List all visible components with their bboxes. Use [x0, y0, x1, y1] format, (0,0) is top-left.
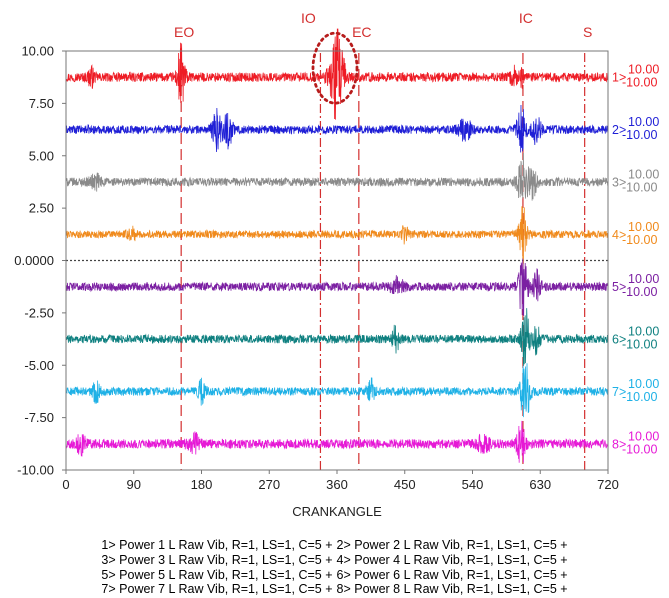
channel-scale-min-6: -10.00: [622, 338, 657, 352]
y-tick-label: 10.00: [21, 44, 54, 59]
legend-entry-6: 6> Power 6 L Raw Vib, R=1, LS=1, C=5 +: [336, 567, 568, 582]
event-label-ic: IC: [519, 10, 533, 26]
channel-scale-max-7: 10.00: [628, 377, 659, 391]
chart: 10.00 7.50 5.00 2.50 0.0000 -2.50 -5.00 -7.50 -1…: [14, 10, 659, 519]
x-tick-label: 450: [394, 477, 416, 492]
y-tick-label: -7.50: [24, 410, 54, 425]
channel-label-8: 8>: [612, 437, 626, 451]
x-tick-label: 180: [191, 477, 213, 492]
legend: 1> Power 1 L Raw Vib, R=1, LS=1, C=5 + 2…: [0, 538, 669, 597]
channel-scale-min-7: -10.00: [622, 390, 657, 404]
legend-entry-4: 4> Power 4 L Raw Vib, R=1, LS=1, C=5 +: [336, 552, 568, 567]
x-tick-label: 540: [462, 477, 484, 492]
legend-entry-8: 8> Power 8 L Raw Vib, R=1, LS=1, C=5 +: [336, 582, 568, 597]
trace-6: [65, 308, 609, 367]
trace-7: [65, 363, 609, 418]
legend-row: 5> Power 5 L Raw Vib, R=1, LS=1, C=5 + 6…: [0, 568, 669, 583]
channel-scale-max-5: 10.00: [628, 272, 659, 286]
x-tick-label: 270: [258, 477, 280, 492]
trace-5: [65, 258, 609, 316]
trace-2: [65, 105, 609, 153]
channel-scale-min-5: -10.00: [622, 285, 657, 299]
x-tick-label: 0: [62, 477, 69, 492]
event-label-eo: EO: [174, 24, 194, 40]
highlight-ellipse: [311, 31, 359, 105]
channel-label-5: 5>: [612, 280, 626, 294]
event-label-s: S: [583, 24, 592, 40]
channel-scale-max-2: 10.00: [628, 115, 659, 129]
legend-row: 3> Power 3 L Raw Vib, R=1, LS=1, C=5 + 4…: [0, 553, 669, 568]
channel-label-3: 3>: [612, 175, 626, 189]
x-tick-label: 720: [597, 477, 619, 492]
legend-entry-2: 2> Power 2 L Raw Vib, R=1, LS=1, C=5 +: [336, 538, 568, 552]
channel-label-6: 6>: [612, 333, 626, 347]
channel-label-7: 7>: [612, 385, 626, 399]
x-axis-label: CRANKANGLE: [292, 504, 382, 519]
channel-scale-min-2: -10.00: [622, 128, 657, 142]
channel-scale-min-1: -10.00: [622, 76, 657, 90]
y-tick-label: -5.00: [24, 358, 54, 373]
y-tick-label: -10.00: [17, 463, 54, 478]
trace-1: [65, 28, 609, 120]
channel-scale-min-4: -10.00: [622, 233, 657, 247]
y-tick-label: 7.50: [29, 96, 54, 111]
y-tick-label: 5.00: [29, 148, 54, 163]
event-label-io: IO: [301, 10, 316, 26]
trace-4: [65, 206, 609, 264]
y-tick-label: 0.0000: [14, 253, 54, 268]
legend-entry-5: 5> Power 5 L Raw Vib, R=1, LS=1, C=5 +: [101, 567, 333, 582]
channel-label-1: 1>: [612, 71, 626, 85]
channel-scale-max-4: 10.00: [628, 220, 659, 234]
y-tick-label: 2.50: [29, 201, 54, 216]
legend-entry-7: 7> Power 7 L Raw Vib, R=1, LS=1, C=5 +: [101, 582, 333, 597]
legend-entry-1: 1> Power 1 L Raw Vib, R=1, LS=1, C=5 +: [101, 538, 333, 552]
x-tick-label: 360: [326, 477, 348, 492]
channel-scale-max-3: 10.00: [628, 167, 659, 181]
x-tick-label: 90: [127, 477, 141, 492]
channel-scale-max-6: 10.00: [628, 325, 659, 339]
trace-3: [65, 152, 609, 201]
y-tick-label: -2.50: [24, 305, 54, 320]
legend-row: 7> Power 7 L Raw Vib, R=1, LS=1, C=5 + 8…: [0, 582, 669, 597]
channel-scale-min-3: -10.00: [622, 180, 657, 194]
channel-scale-min-8: -10.00: [622, 442, 657, 456]
event-label-ec: EC: [352, 24, 371, 40]
legend-row: 1> Power 1 L Raw Vib, R=1, LS=1, C=5 + 2…: [0, 538, 669, 553]
channel-label-4: 4>: [612, 228, 626, 242]
x-tick-label: 630: [529, 477, 551, 492]
legend-entry-3: 3> Power 3 L Raw Vib, R=1, LS=1, C=5 +: [101, 552, 333, 567]
channel-label-2: 2>: [612, 123, 626, 137]
channel-scale-max-8: 10.00: [628, 429, 659, 443]
trace-8: [65, 420, 609, 463]
channel-scale-max-1: 10.00: [628, 63, 659, 77]
